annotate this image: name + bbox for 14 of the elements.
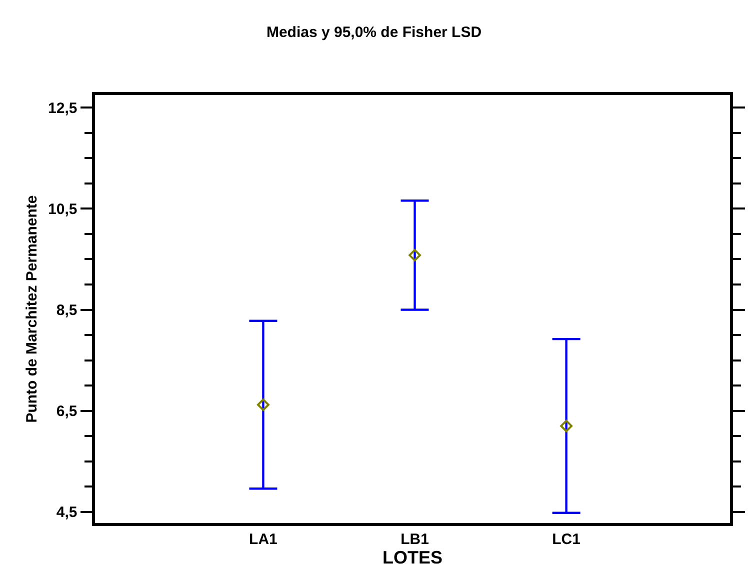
x-tick-label: LA1: [249, 530, 278, 548]
y-tick-label: 8,5: [56, 302, 78, 320]
x-tick-label: LC1: [552, 530, 580, 548]
x-axis-title: LOTES: [382, 548, 443, 568]
x-tick-label: LB1: [400, 530, 429, 548]
y-tick-label: 6,5: [56, 403, 78, 420]
point: [560, 420, 573, 432]
y-tick-label: 10,5: [48, 200, 78, 218]
chart-title: Medias y 95,0% de Fisher LSD: [266, 24, 482, 41]
y-tick-label: 12,5: [48, 100, 78, 117]
point: [408, 248, 421, 262]
point: [257, 398, 270, 411]
y-tick-label: 4,5: [56, 504, 78, 522]
y-axis-title: Punto de Marchitez Permanente: [23, 195, 40, 423]
